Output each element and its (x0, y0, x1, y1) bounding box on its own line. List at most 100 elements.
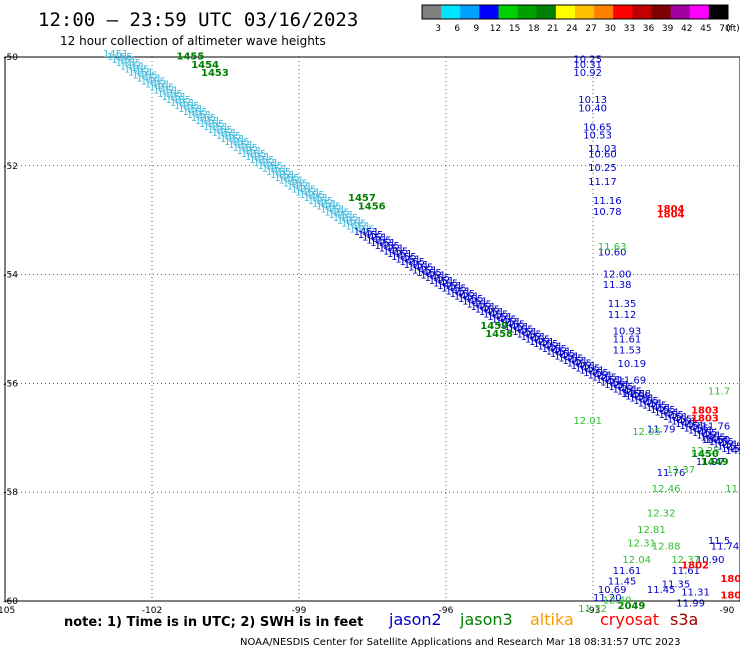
track-label: 1451 (253, 158, 278, 169)
jason2-label: 11.76 (702, 422, 731, 433)
track-label: 1455 (491, 314, 516, 325)
track-label: 1451 (170, 98, 195, 109)
colorbar-label: 24 (566, 24, 578, 34)
track-label: 1451 (654, 407, 679, 418)
track-label: 1455 (441, 284, 466, 295)
jason2-label: 11.03 (588, 144, 617, 155)
track-label: 1455 (592, 373, 617, 384)
track-label: 1455 (642, 401, 667, 412)
colorbar-label: 33 (624, 24, 635, 34)
track-label: 1451 (362, 233, 387, 244)
track-label: 1451 (496, 317, 521, 328)
track-label: 1451 (646, 403, 671, 414)
y-tick-label: -54 (3, 271, 18, 281)
colorbar-label: 45 (700, 24, 711, 34)
satellite-legend: jason2 jason3 altika cryosat s3a (388, 610, 698, 629)
jason2-label: 10.25 (573, 54, 602, 65)
track-label: 1455 (232, 143, 257, 154)
track-label: 1455 (575, 363, 600, 374)
track-label: 1451 (404, 260, 429, 271)
track-label: 1451 (587, 370, 612, 381)
jason2-label: 11.35 (608, 299, 637, 310)
track-label: 1451 (220, 134, 245, 145)
colorbar-swatch (441, 5, 461, 19)
track-label: 1455 (166, 95, 191, 106)
track-label: 1451 (312, 199, 337, 210)
track-label: 1455 (391, 252, 416, 263)
track-label: 1455 (500, 319, 525, 330)
jason2-label: 11.45 (647, 585, 676, 596)
altika-label: 11.37 (667, 465, 696, 476)
track-label: 1451 (153, 86, 178, 97)
jason2-label: 11.61 (613, 335, 642, 346)
track-label: 1455 (291, 184, 316, 195)
track-label: 1451 (579, 366, 604, 377)
jason2-label: 11.38 (603, 280, 632, 291)
track-label: 1451 (136, 74, 161, 85)
track-label: 1455 (608, 382, 633, 393)
colorbar-swatch (517, 5, 538, 19)
altika-label: 12.04 (622, 555, 651, 566)
colorbar-label: 9 (474, 24, 480, 34)
colorbar-label: 70 (719, 24, 731, 34)
altika-label: 12.05 (632, 427, 661, 438)
jason2-label: 12.00 (603, 269, 632, 280)
x-tick-label: -90 (720, 606, 735, 616)
colorbar-label: 30 (605, 24, 617, 34)
track-label: 1455 (141, 77, 166, 88)
track-label: 1455 (692, 428, 717, 439)
jason3-label: 1458 (485, 329, 513, 340)
track-label: 1455 (199, 119, 224, 130)
x-tick-label: -105 (0, 606, 15, 616)
colorbar: 3 6 9 12 15 18 21 24 27 30 33 36 39 42 45 70(ft) (421, 4, 740, 34)
jason2-label: 11.69 (618, 375, 647, 386)
track-label: 1455 (458, 294, 483, 305)
track-label: 1451 (370, 238, 395, 249)
track-label: 1451 (295, 187, 320, 198)
colorbar-frame (421, 4, 729, 20)
track-label: 1455 (149, 83, 174, 94)
altika-label: 12.40 (603, 596, 632, 607)
track-label: 1451 (195, 116, 220, 127)
track-label: 1455 (725, 446, 740, 457)
jason2-label: 11.58 (622, 389, 651, 400)
jason2-label: 10.92 (573, 68, 602, 79)
track-label: 1451 (329, 210, 354, 221)
track-label: 1455 (174, 101, 199, 112)
footer-credit: NOAA/NESDIS Center for Satellite Applica… (240, 637, 681, 648)
jason2-label: 11.5 (708, 536, 730, 547)
track-label: 1455 (525, 334, 550, 345)
track-label: 1455 (617, 387, 642, 398)
legend-jason2: jason2 (388, 610, 442, 629)
jason2-label: 10.31 (573, 60, 602, 71)
track-label: 1451 (128, 67, 153, 78)
y-tick-label: -50 (3, 53, 18, 63)
track-label: 1451 (721, 444, 740, 455)
colorbar-label: 36 (643, 24, 655, 34)
jason2-label: 10.53 (583, 131, 612, 142)
track-label: 1455 (483, 309, 508, 320)
altika-label: 12.81 (637, 525, 666, 536)
cryosat-label: 1803 (691, 405, 719, 416)
track-label: 1451 (604, 380, 629, 391)
colorbar-label: 27 (585, 24, 596, 34)
track-label: 1451 (562, 356, 587, 367)
cryosat-label: 180 (720, 574, 740, 585)
track-label: 1455 (249, 155, 274, 166)
track-label: 1451 (571, 361, 596, 372)
altika-label: 12.46 (652, 484, 681, 495)
colorbar-unit: (ft) (726, 24, 740, 34)
jason2-label: 11.12 (608, 310, 637, 321)
track-label: 1455 (450, 289, 475, 300)
track-label: 1455 (533, 339, 558, 350)
track-label: 1451 (546, 347, 571, 358)
track-label: 1451 (537, 342, 562, 353)
colorbar-label: 6 (454, 24, 460, 34)
track-label: 1455 (341, 219, 366, 230)
track-label: 1451 (696, 430, 721, 441)
colorbar-swatch (651, 5, 672, 19)
cryosat-label: 1804 (657, 204, 685, 215)
colorbar-label: 21 (547, 24, 558, 34)
track-label: 1451 (178, 104, 203, 115)
colorbar-swatch (498, 5, 519, 19)
